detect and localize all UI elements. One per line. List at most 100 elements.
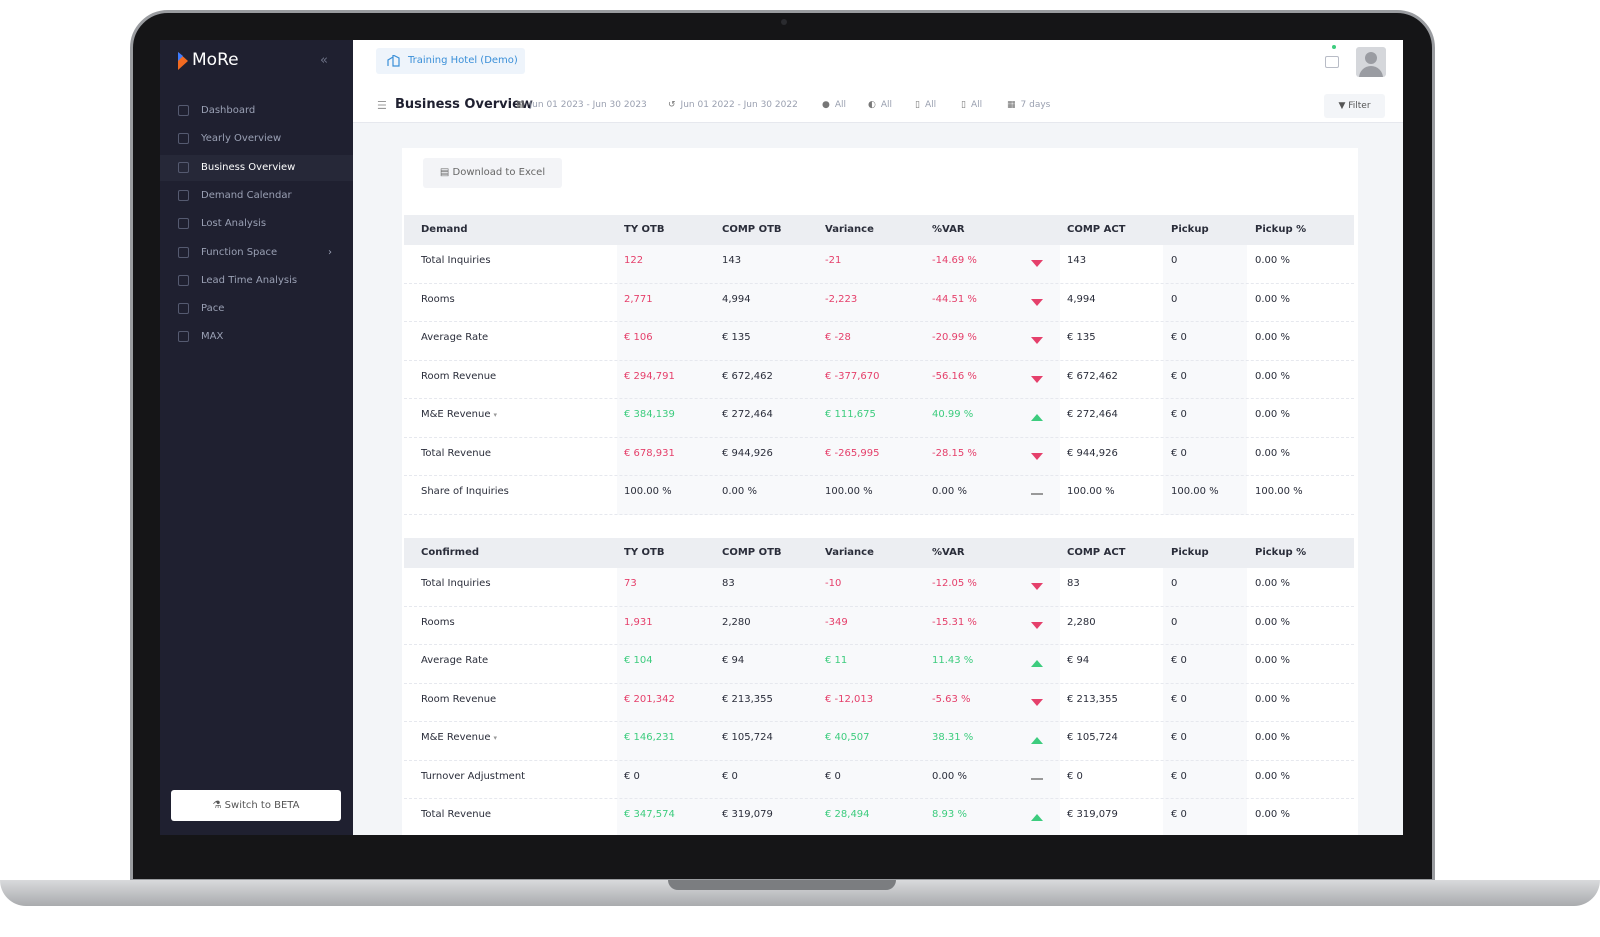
cell-value: 0.00 % [1255, 447, 1290, 459]
row-label: Rooms [421, 293, 455, 305]
menu-icon[interactable]: ☰ [377, 99, 387, 112]
cell-value: 4,994 [722, 293, 751, 305]
nav-item[interactable]: MAX [160, 324, 353, 350]
cell-value: 0.00 % [1255, 732, 1290, 743]
avatar-body [1359, 66, 1383, 77]
filter-icon: ▦ [1007, 100, 1016, 110]
cell-value: 0 [1171, 578, 1178, 589]
row-divider [404, 682, 1354, 684]
filter-item[interactable]: ◐ All [868, 100, 892, 110]
nav-item[interactable]: Business Overview [160, 154, 353, 181]
row-label: Average Rate [421, 655, 489, 666]
cell-value: 0.00 % [722, 486, 757, 497]
cell-value: 0.00 % [932, 486, 967, 497]
trend-indicator [1031, 298, 1043, 306]
logo-icon [178, 52, 188, 70]
nav-label: Function Space [201, 246, 278, 258]
filter-item[interactable]: ● All [822, 100, 846, 110]
cell-value: -28.15 % [932, 447, 977, 459]
table-header-row [404, 215, 1354, 245]
cell-value: € 40,507 [825, 732, 870, 743]
nav-item[interactable]: Pace [160, 296, 353, 322]
trend-indicator [1031, 814, 1043, 821]
switch-beta-button[interactable]: ⚗ Switch to BETA [171, 790, 341, 821]
row-label: Total Revenue [421, 447, 492, 459]
nav-item[interactable]: Dashboard [160, 98, 353, 124]
nav-item[interactable]: Demand Calendar [160, 183, 353, 209]
cell-value: € 944,926 [722, 447, 773, 459]
nav-item[interactable]: Lost Analysis [160, 211, 353, 237]
row-divider [404, 759, 1354, 761]
nav-icon [178, 218, 189, 230]
cell-value: 0.00 % [1255, 616, 1290, 628]
column-header: Pickup % [1255, 224, 1307, 235]
nav-label: Lead Time Analysis [201, 274, 298, 286]
row-divider [404, 282, 1354, 284]
row-label: Share of Inquiries [421, 486, 509, 497]
hotel-name: Training Hotel (Demo) [408, 55, 518, 66]
nav-icon [178, 246, 189, 258]
filter-button[interactable]: ▼ Filter [1324, 94, 1385, 118]
camera [781, 19, 787, 25]
cell-value: 0.00 % [1255, 409, 1290, 420]
cell-value: € 135 [1067, 332, 1096, 343]
submenu-arrow: › [328, 246, 332, 258]
filter-item[interactable]: ↺ Jun 01 2022 - Jun 30 2022 [668, 100, 798, 110]
avatar[interactable] [1356, 47, 1386, 77]
row-divider [404, 798, 1354, 799]
cell-value: € 28,494 [825, 809, 870, 820]
column-header: Variance [825, 547, 874, 558]
messages-icon[interactable] [1325, 56, 1339, 68]
cell-value: € -265,995 [825, 447, 880, 459]
trend-indicator [1031, 493, 1043, 495]
filter-item[interactable]: ▦ Jun 01 2023 - Jun 30 2023 [516, 100, 647, 110]
cell-value: 40.99 % [932, 409, 974, 420]
cell-value: 83 [1067, 578, 1080, 589]
filter-item[interactable]: ▦ 7 days [1007, 100, 1050, 110]
cell-value: 11.43 % [932, 655, 974, 666]
cell-value: € 105,724 [1067, 732, 1118, 743]
trend-indicator [1031, 260, 1043, 267]
nav-item[interactable]: Yearly Overview [160, 126, 353, 152]
column-header: Variance [825, 224, 874, 235]
cell-value: € 213,355 [722, 693, 773, 705]
cell-value: € 11 [825, 655, 848, 666]
cell-value: -56.16 % [932, 370, 977, 382]
cell-value: 0.00 % [932, 770, 967, 782]
collapse-button[interactable]: « [320, 53, 328, 68]
hotel-selector[interactable]: Training Hotel (Demo) [376, 48, 525, 74]
cell-value: € 94 [1067, 655, 1090, 666]
cell-value: € 0 [1171, 370, 1187, 382]
filter-item[interactable]: ▯ All [915, 100, 936, 110]
cell-value: 143 [722, 255, 742, 266]
trend-indicator [1031, 698, 1043, 706]
nav-label: MAX [201, 331, 224, 343]
main: Training Hotel (Demo) ☰ Business Overvie… [353, 40, 1403, 835]
column-header: COMP OTB [722, 547, 782, 558]
shade-band [617, 215, 1060, 515]
nav-item[interactable]: Function Space › [160, 240, 353, 266]
row-label: Average Rate [421, 332, 489, 343]
column-header: Pickup [1171, 547, 1209, 558]
cell-value: € 319,079 [1067, 809, 1118, 820]
cell-value: € 213,355 [1067, 693, 1118, 705]
filter-item[interactable]: ▯ All [961, 100, 982, 110]
cell-value: € 105,724 [722, 732, 773, 743]
cell-value: -2,223 [825, 293, 858, 305]
row-label: Turnover Adjustment [421, 770, 526, 782]
nav-icon [178, 133, 189, 145]
cell-value: € 106 [624, 332, 653, 343]
trend-indicator [1031, 337, 1043, 344]
nav-item[interactable]: Lead Time Analysis [160, 268, 353, 294]
row-label: M&E Revenue ▾ [421, 732, 497, 743]
cell-value: -349 [825, 616, 848, 628]
expand-caret[interactable]: ▾ [493, 411, 497, 419]
expand-caret[interactable]: ▾ [493, 734, 497, 742]
nav-icon [178, 105, 189, 116]
page-title: Business Overview [395, 97, 533, 112]
top-bar [353, 40, 1403, 123]
cell-value: 0 [1171, 293, 1178, 305]
cell-value: € 347,574 [624, 809, 675, 820]
cell-value: -15.31 % [932, 616, 977, 628]
download-button[interactable]: ▤ Download to Excel [423, 158, 562, 188]
